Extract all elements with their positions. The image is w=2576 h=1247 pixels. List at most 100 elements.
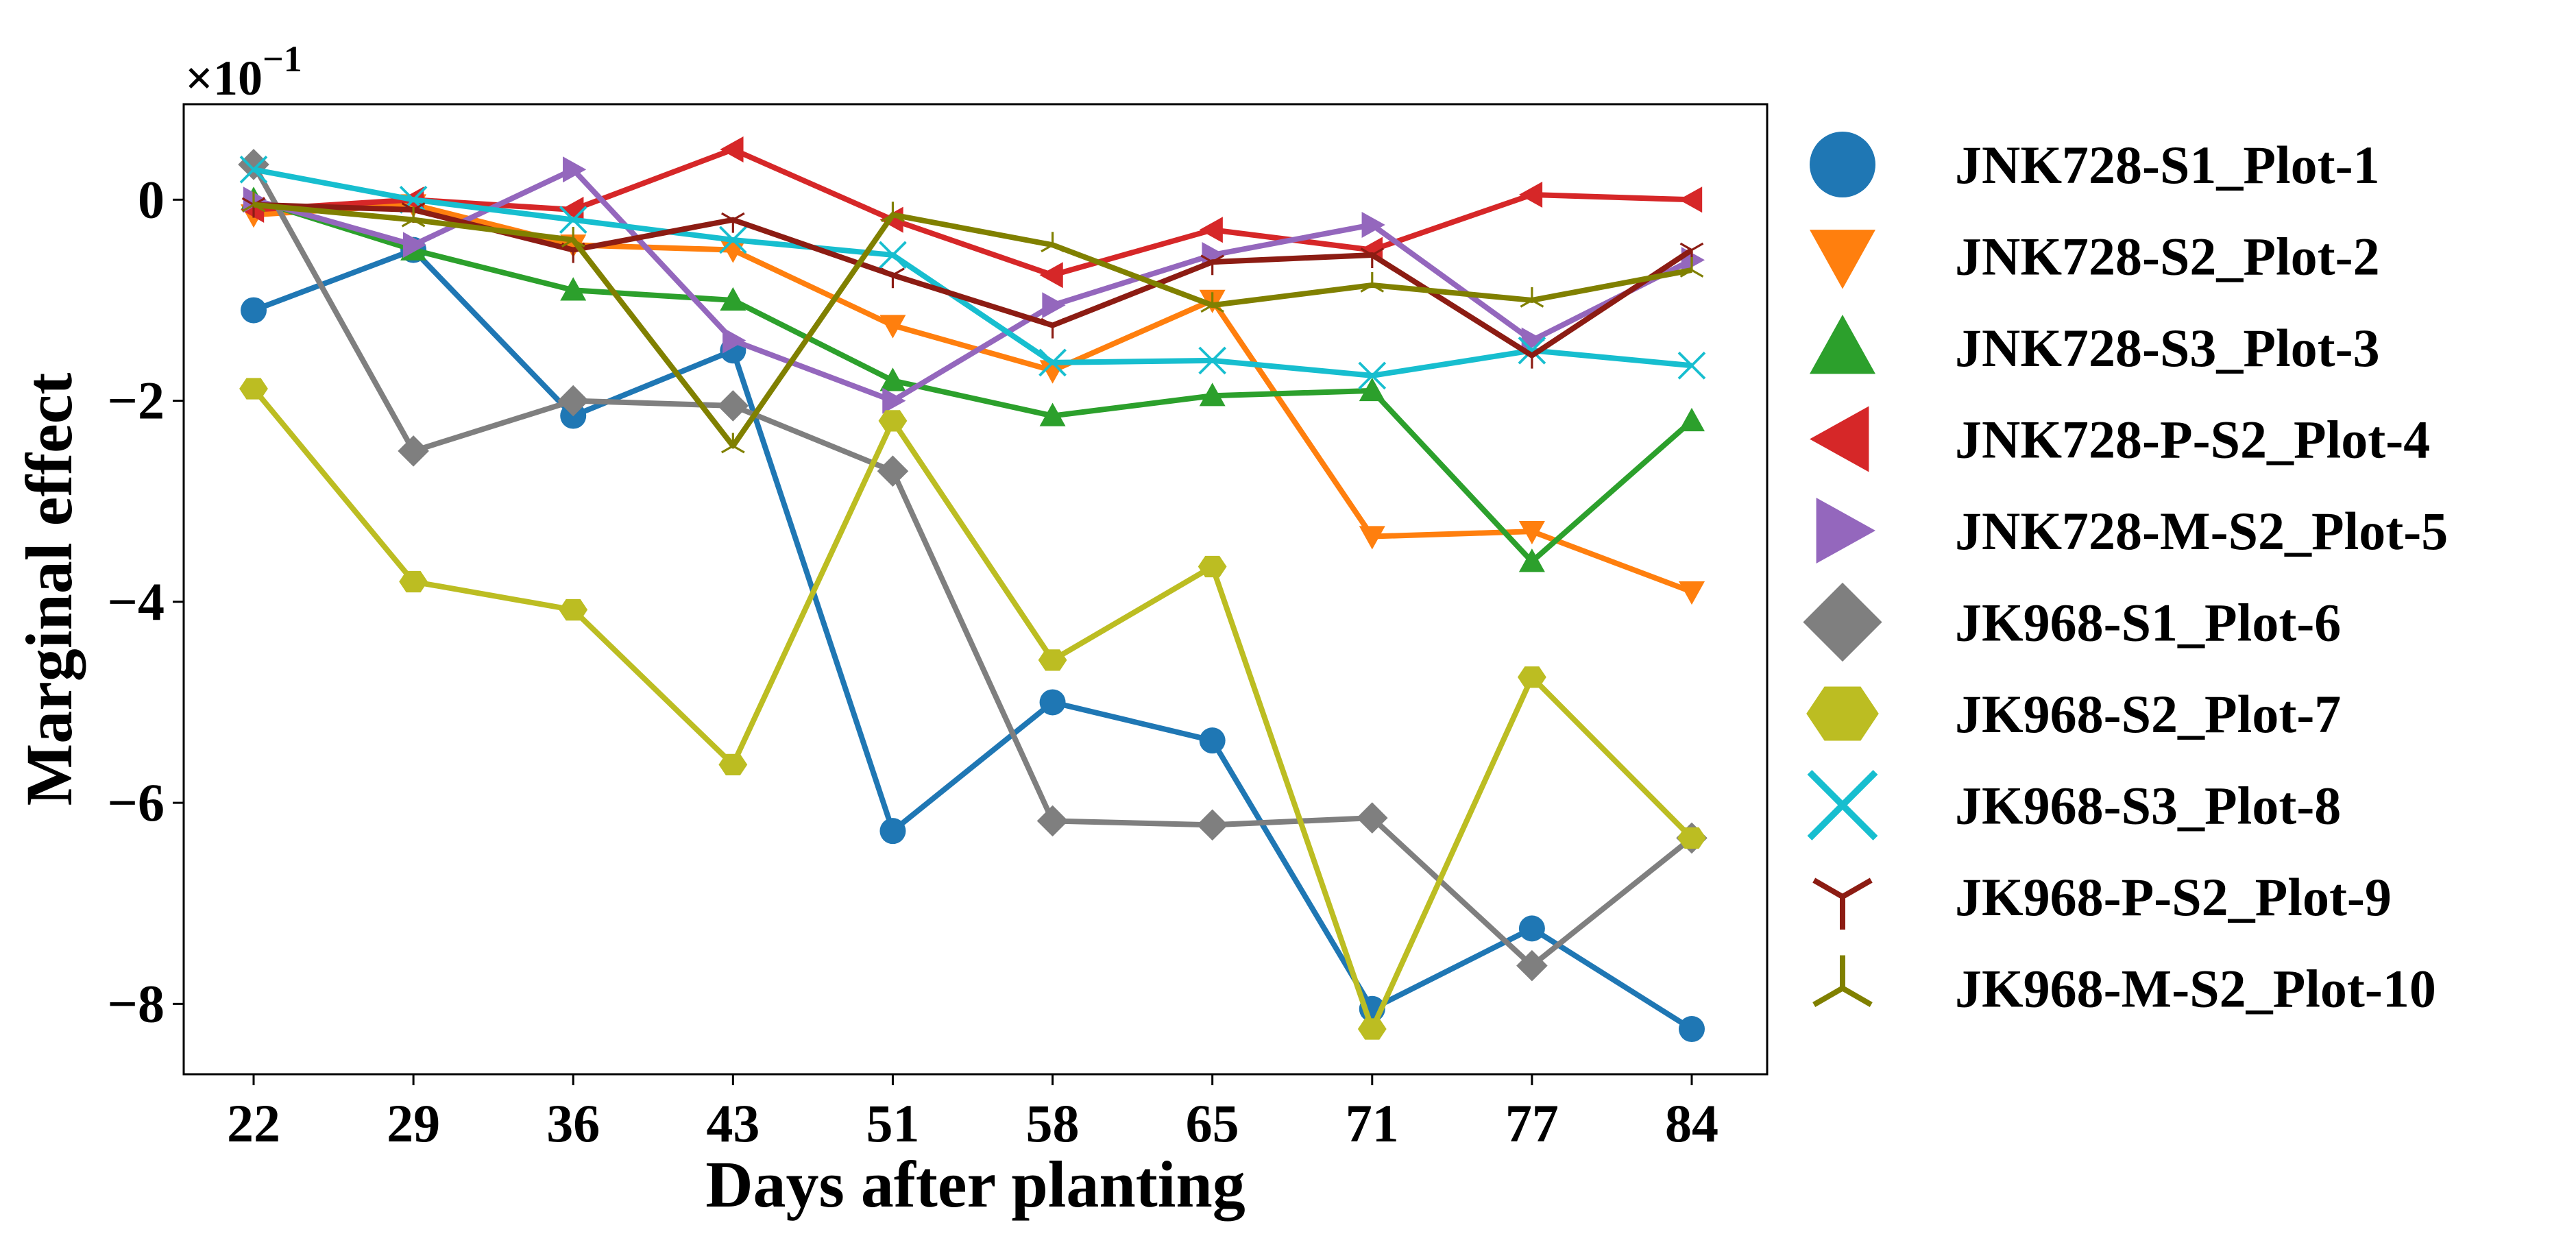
data-point [1036, 805, 1069, 837]
data-point [1199, 217, 1223, 243]
data-point [722, 327, 746, 354]
y-scale-exponent: −1 [263, 38, 302, 80]
legend-label: JNK728-S3_Plot-3 [1955, 318, 2380, 378]
legend-item: JK968-S1_Plot-6 [1803, 582, 2341, 662]
data-point [402, 232, 427, 258]
data-point [238, 149, 269, 180]
data-point [879, 367, 906, 391]
legend-item: JK968-M-S2_Plot-10 [1812, 955, 2436, 1019]
series-8 [239, 155, 1706, 390]
data-point [1356, 802, 1388, 834]
series-line [251, 163, 1694, 969]
legend-label: JK968-P-S2_Plot-9 [1955, 867, 2392, 927]
legend-marker [1810, 406, 1869, 472]
data-point [877, 455, 909, 487]
series-line [253, 202, 1693, 594]
x-tick-label: 51 [866, 1093, 919, 1153]
data-point [1516, 949, 1548, 982]
series-layer [238, 136, 1708, 1043]
series-line [252, 197, 1694, 565]
data-point [1679, 186, 1703, 213]
legend: JNK728-S1_Plot-1 JNK728-S2_Plot-2 JNK728-S… [1803, 132, 2448, 1019]
data-point [1196, 809, 1228, 841]
data-point [1200, 292, 1224, 313]
data-point [1358, 361, 1387, 390]
y-axis-title: Marginal effect [12, 373, 86, 806]
data-point [1518, 548, 1545, 572]
y-tick-label: 0 [138, 169, 165, 229]
data-point [1679, 256, 1704, 278]
legend-marker [1810, 132, 1875, 197]
series-line [253, 146, 1692, 278]
data-point [1360, 271, 1385, 293]
data-point [1038, 348, 1067, 377]
data-point [718, 226, 747, 254]
legend-item: JNK728-P-S2_Plot-4 [1810, 406, 2430, 472]
series-line [253, 167, 1692, 378]
legend-item: JK968-S3_Plot-8 [1807, 770, 2341, 840]
data-point [401, 206, 426, 228]
data-point [1038, 649, 1067, 671]
legend-item: JK968-P-S2_Plot-9 [1812, 867, 2392, 930]
series-line [252, 247, 1694, 1032]
data-point [718, 753, 748, 776]
y-tick-label: −2 [108, 371, 165, 431]
data-point [720, 287, 746, 311]
y-tick-label: −6 [108, 773, 165, 832]
legend-marker [1812, 877, 1873, 930]
data-point [1357, 1018, 1387, 1040]
x-tick-label: 84 [1665, 1093, 1718, 1153]
legend-item: JNK728-S1_Plot-1 [1810, 132, 2380, 197]
series-5 [243, 156, 1705, 414]
data-point [398, 435, 429, 467]
legend-label: JNK728-S2_Plot-2 [1955, 227, 2380, 287]
legend-item: JNK728-S2_Plot-2 [1810, 227, 2380, 289]
plot-frame [182, 103, 1769, 1076]
legend-marker [1812, 955, 1873, 1007]
data-point [881, 267, 905, 289]
x-tick-label: 22 [227, 1093, 280, 1153]
legend-marker [1810, 230, 1875, 289]
data-point [1041, 317, 1065, 339]
data-point [882, 387, 906, 414]
x-tick-label: 65 [1186, 1093, 1239, 1153]
data-point [881, 202, 905, 223]
legend-marker [1803, 582, 1882, 662]
x-tick-label: 36 [546, 1093, 600, 1153]
data-point [1517, 666, 1546, 688]
data-point [1520, 348, 1544, 369]
legend-label: JK968-S1_Plot-6 [1955, 593, 2341, 653]
data-point [1198, 346, 1227, 375]
data-point [559, 598, 588, 621]
legend-label: JNK728-S1_Plot-1 [1955, 135, 2380, 195]
data-point [1679, 407, 1705, 432]
data-point [1518, 520, 1545, 545]
x-tick-label: 43 [706, 1093, 760, 1153]
ticks-layer: 22 29 36 43 51 58 65 71 77 84 0 −2 −4 −6 −8 [108, 169, 1718, 1153]
legend-marker [1810, 315, 1875, 374]
data-point [717, 390, 749, 422]
series-6 [238, 149, 1708, 982]
data-point [1042, 292, 1066, 319]
data-point [557, 385, 590, 417]
x-tick-label: 71 [1346, 1093, 1399, 1153]
data-point [399, 570, 428, 593]
data-point [1677, 351, 1706, 380]
data-point [561, 226, 585, 247]
series-line [251, 387, 1694, 1032]
data-point [1039, 262, 1063, 289]
legend-label: JNK728-P-S2_Plot-4 [1955, 410, 2430, 470]
legend-item: JK968-S2_Plot-7 [1806, 684, 2341, 744]
data-point [1520, 287, 1544, 308]
data-point [1361, 211, 1385, 238]
x-axis-title: Days after planting [705, 1148, 1246, 1221]
legend-item: JNK728-S3_Plot-3 [1810, 315, 2380, 378]
data-point [1039, 689, 1066, 716]
legend-label: JK968-S3_Plot-8 [1955, 776, 2341, 836]
series-line [253, 202, 1692, 449]
data-point [239, 378, 268, 400]
data-point [1359, 377, 1385, 402]
data-point [1518, 336, 1546, 365]
